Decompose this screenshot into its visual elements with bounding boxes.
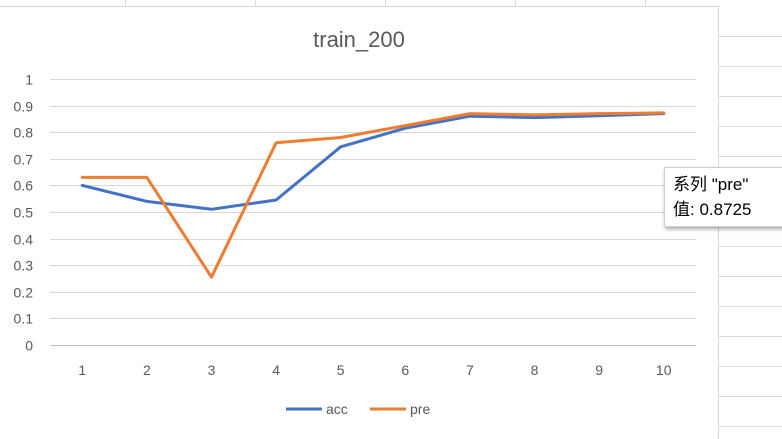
- y-tick-label: 1: [25, 72, 33, 88]
- tooltip-series-label: 系列 "pre": [673, 175, 749, 194]
- x-tick-label: 2: [143, 362, 151, 378]
- y-tick-label: 0.2: [14, 285, 34, 301]
- x-tick-label: 10: [656, 362, 672, 378]
- chart-title: train_200: [313, 27, 405, 52]
- x-tick-label: 9: [595, 362, 603, 378]
- x-tick-label: 6: [401, 362, 409, 378]
- data-point-tooltip: 系列 "pre" 值: 0.8725: [664, 167, 782, 227]
- x-tick-label: 4: [272, 362, 280, 378]
- x-tick-label: 1: [78, 362, 86, 378]
- x-tick-label: 5: [337, 362, 345, 378]
- x-tick-label: 3: [208, 362, 216, 378]
- y-tick-label: 0.1: [14, 311, 34, 327]
- y-tick-label: 0.7: [14, 152, 34, 168]
- x-tick-label: 7: [466, 362, 474, 378]
- y-tick-label: 0.9: [14, 99, 34, 115]
- y-tick-label: 0.4: [14, 232, 34, 248]
- tooltip-value-label: 值: 0.8725: [673, 200, 752, 219]
- y-tick-label: 0.3: [14, 258, 34, 274]
- chart-area[interactable]: train_200 0 0.1 0.2 0.3 0.4 0.5 0.6 0.7 0.8 0.9 1 1…: [0, 6, 719, 439]
- series-line-acc: [80, 112, 666, 211]
- y-tick-label: 0: [25, 338, 33, 354]
- y-tick-label: 0.8: [14, 125, 34, 141]
- y-tick-label: 0.6: [14, 178, 34, 194]
- legend-label-acc: acc: [326, 401, 348, 417]
- line-chart: 0 0.1 0.2 0.3 0.4 0.5 0.6 0.7 0.8 0.9 1 1 2 3 4 5 6 7 8 9 10…: [14, 72, 696, 417]
- legend-label-pre: pre: [410, 401, 430, 417]
- series-line-pre: [80, 111, 666, 279]
- x-tick-label: 8: [531, 362, 539, 378]
- y-tick-label: 0.5: [14, 205, 34, 221]
